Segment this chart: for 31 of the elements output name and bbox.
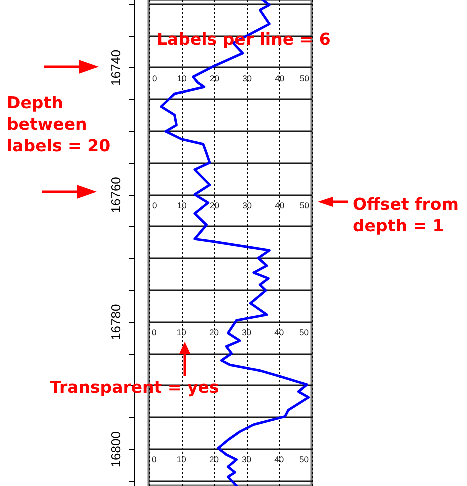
annotation: 0 <box>152 327 157 338</box>
x2-tick-label: 40 <box>275 200 285 211</box>
annotation: 30 <box>242 327 252 338</box>
annotation: 10 <box>176 454 187 465</box>
y-tick-label: 16780 <box>108 304 124 340</box>
x-tick-label: 20 <box>210 73 220 84</box>
x2-tick-label: 50 <box>300 200 310 211</box>
annotation: 40 <box>274 454 284 465</box>
annotation: 40 <box>274 327 284 338</box>
x-tick-label: 40 <box>275 73 285 84</box>
x-tick-label: 0 <box>152 73 158 84</box>
annotation: 30 <box>242 454 252 465</box>
annotation: 20 <box>209 454 220 465</box>
text: Depth between labels = 20 <box>7 94 111 156</box>
annotation: 10 <box>176 327 187 338</box>
x-tick-label: 10 <box>177 73 188 84</box>
y-tick-label: 16800 <box>108 432 124 468</box>
x-tick-label: 30 <box>242 73 252 84</box>
text: Offset from depth = 1 <box>353 195 459 236</box>
annotation: 0 <box>152 454 157 465</box>
annotation: 50 <box>300 454 310 465</box>
line-series <box>160 0 310 486</box>
x2-tick-label: 10 <box>177 200 188 211</box>
annotation: 50 <box>300 327 310 338</box>
x-tick-label: 50 <box>300 73 310 84</box>
x2-tick-label: 20 <box>210 200 220 211</box>
x2-tick-label: 0 <box>152 200 158 211</box>
x2-tick-label: 30 <box>242 200 252 211</box>
y-tick-label: 16740 <box>108 50 124 86</box>
annotation: 20 <box>209 327 220 338</box>
y-tick-label: 16760 <box>108 177 124 214</box>
